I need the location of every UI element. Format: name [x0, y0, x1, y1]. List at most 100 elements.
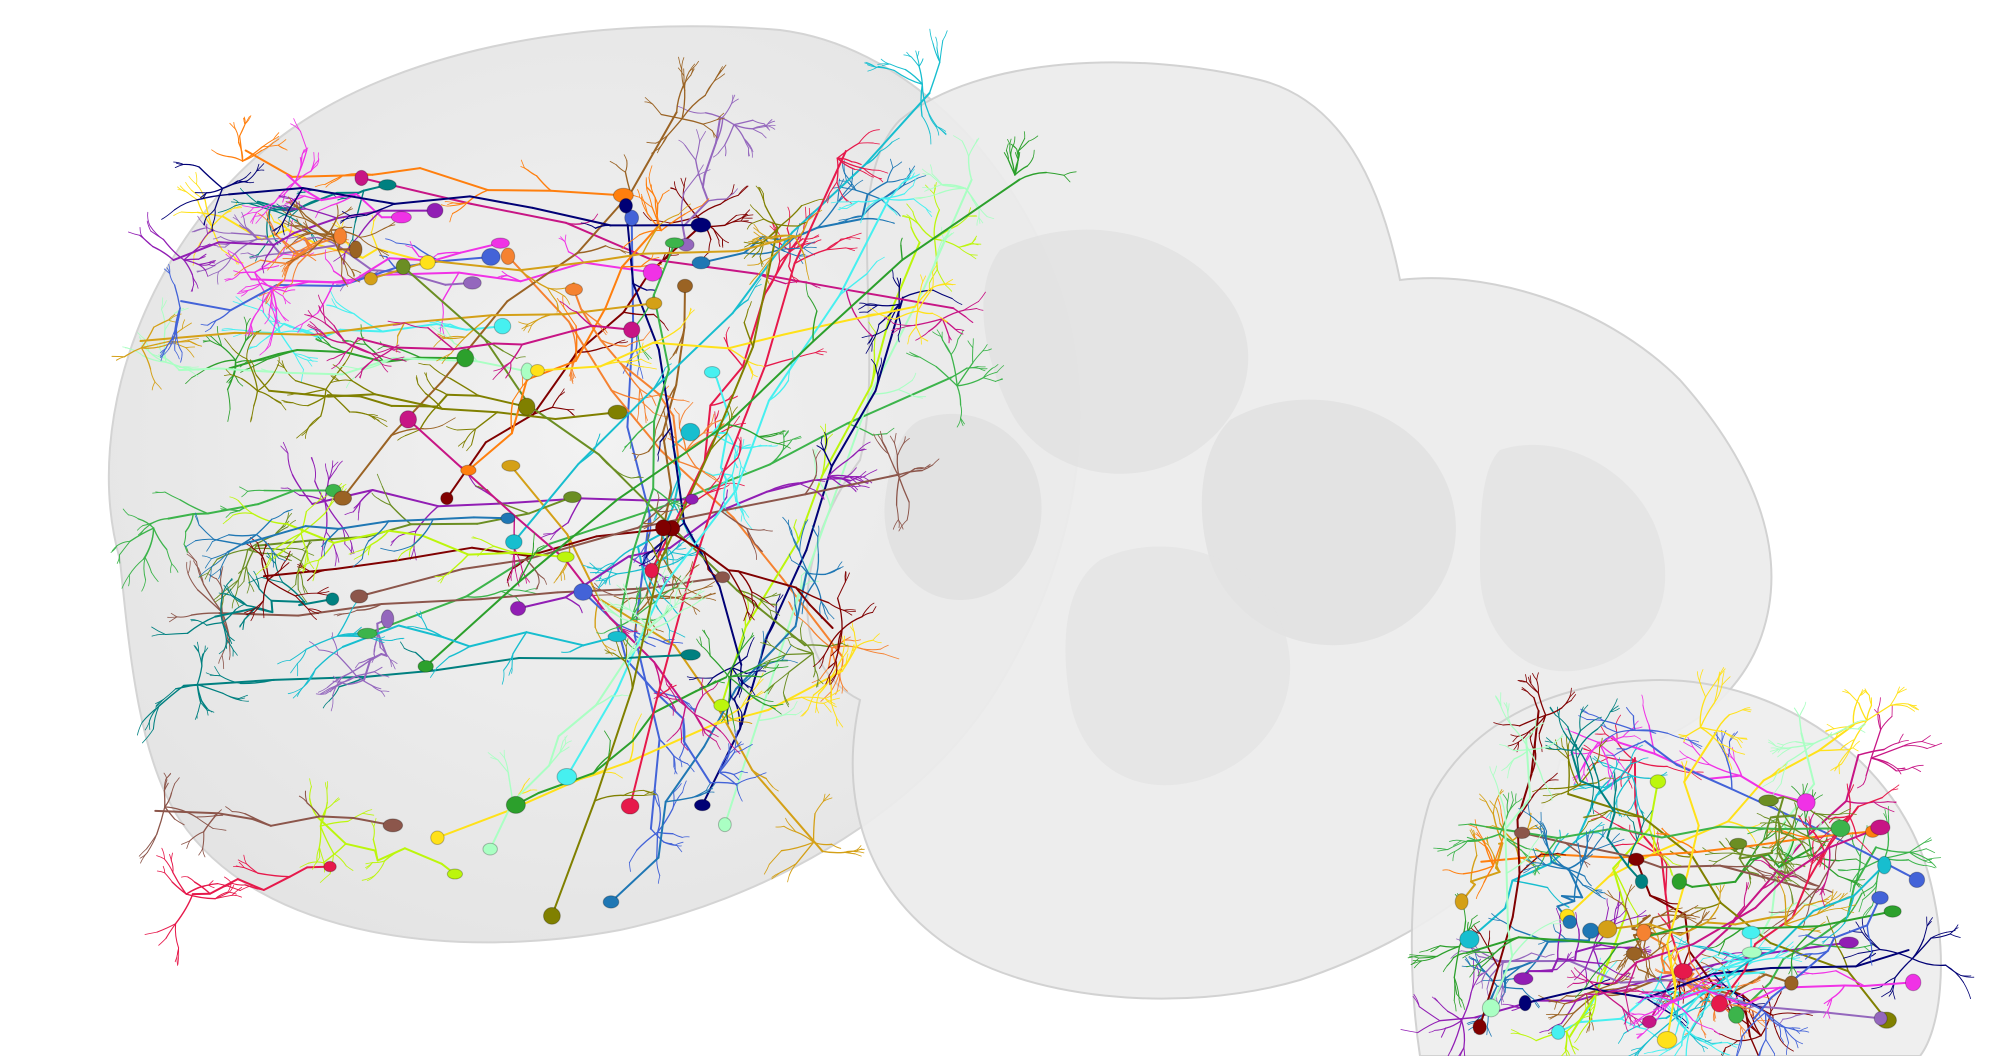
- neurite-branch: [815, 450, 821, 460]
- neurite-branch: [878, 313, 896, 320]
- neurite-branch: [643, 366, 657, 370]
- neurite-branch: [801, 237, 814, 240]
- neurite-branch: [393, 545, 413, 552]
- neurite-branch: [1783, 879, 1792, 882]
- neurite-axon: [598, 597, 676, 647]
- neurite-branch: [185, 893, 216, 900]
- neurite-branch: [1857, 748, 1885, 756]
- neurite-branch: [604, 730, 611, 741]
- neurite-branch: [793, 249, 827, 265]
- neurite-branch: [313, 559, 320, 575]
- neurite-branch: [338, 379, 353, 382]
- neurite-branch: [1777, 752, 1783, 758]
- neurite-axon: [653, 368, 670, 422]
- neurite-branch: [257, 288, 273, 313]
- neurite-branch: [657, 875, 661, 884]
- neurite-branch: [826, 628, 843, 651]
- neurite-branch: [678, 56, 683, 71]
- neurite-branch: [1477, 960, 1486, 972]
- neurite-branch: [594, 582, 601, 591]
- neurite-axon: [633, 634, 661, 741]
- neurite-branch: [1702, 951, 1725, 959]
- neurite-branch: [300, 510, 308, 534]
- neurite-branch: [670, 606, 678, 609]
- neurite-branch: [720, 510, 748, 530]
- neurite-branch: [1690, 961, 1709, 993]
- neurite-branch: [824, 613, 829, 620]
- neurite-branch: [647, 533, 649, 541]
- neurite-branch: [258, 240, 269, 255]
- neurite-branch: [436, 656, 450, 669]
- neurite-branch: [679, 575, 686, 586]
- neurite-branch: [751, 241, 764, 245]
- neurite-branch: [1520, 1034, 1537, 1042]
- neurite-branch: [712, 228, 720, 241]
- neurite-branch: [305, 500, 320, 512]
- neurite-branch: [881, 440, 889, 455]
- neurite-axon: [301, 187, 396, 205]
- neurite-branch: [261, 256, 267, 268]
- neurite-branch: [795, 710, 803, 716]
- neurite-branch: [749, 145, 754, 153]
- neurite-branch: [822, 793, 831, 802]
- neurite-branch: [270, 305, 276, 318]
- neurite-branch: [646, 189, 653, 208]
- neurite-branch: [876, 256, 885, 262]
- neurite-branch: [598, 580, 606, 589]
- neurite-branch: [1450, 1019, 1463, 1051]
- neurite-branch: [512, 385, 524, 402]
- neurite-branch: [842, 195, 848, 203]
- neurite-branch: [333, 613, 345, 616]
- neurite-branch: [862, 208, 867, 218]
- neurite-axon: [512, 462, 580, 543]
- neurite-branch: [173, 211, 182, 216]
- neurite-branch: [731, 666, 743, 683]
- neurite-axon: [727, 569, 740, 573]
- neurite-branch: [901, 176, 914, 184]
- neurite-branch: [179, 499, 209, 515]
- neurite-branch: [256, 577, 260, 590]
- neurite-branch: [500, 361, 512, 370]
- neurite-branch: [881, 193, 906, 199]
- neurite-branch: [165, 361, 181, 368]
- neurite-branch: [712, 733, 719, 738]
- neurite-branch: [1460, 1019, 1466, 1049]
- neurite-branch: [313, 464, 317, 482]
- neurite-branch: [1839, 742, 1849, 751]
- neurite-branch: [255, 533, 273, 551]
- neurite-axon: [298, 246, 311, 256]
- neurite-branch: [199, 566, 212, 577]
- neurite-branch: [300, 512, 326, 534]
- neurite-branch: [760, 192, 766, 207]
- neurite-branch: [676, 696, 690, 708]
- neurite-branch: [819, 661, 824, 669]
- neurite-axon: [1566, 875, 1610, 917]
- neurite-branch: [291, 197, 307, 210]
- neurite-branch: [687, 110, 707, 114]
- neurite-branch: [920, 330, 930, 338]
- neurite-branch: [255, 214, 264, 224]
- neurite-branch: [183, 259, 194, 276]
- neurite-branch: [638, 398, 654, 414]
- neurite-branch: [195, 282, 199, 289]
- neurite-branch: [1491, 913, 1502, 921]
- neurite-branch: [656, 831, 659, 860]
- neurite-branch: [947, 332, 952, 341]
- neurite-branch: [680, 177, 685, 188]
- neurite-branch: [819, 667, 829, 680]
- neurite-branch: [894, 442, 898, 457]
- neurite-branch: [206, 223, 208, 235]
- neurite-branch: [1883, 742, 1900, 751]
- neurite-branch: [704, 732, 717, 742]
- neurite-branch: [782, 707, 795, 716]
- neurite-branch: [841, 615, 863, 631]
- neurite-branch: [1485, 800, 1494, 815]
- neurite-branch: [289, 648, 307, 661]
- neurite-branch: [558, 391, 565, 397]
- neurite-branch: [676, 845, 683, 853]
- neurite-branch: [652, 547, 661, 563]
- neurite-axon: [664, 745, 706, 803]
- neurite-branch: [237, 859, 247, 865]
- neurite-branch: [815, 209, 823, 214]
